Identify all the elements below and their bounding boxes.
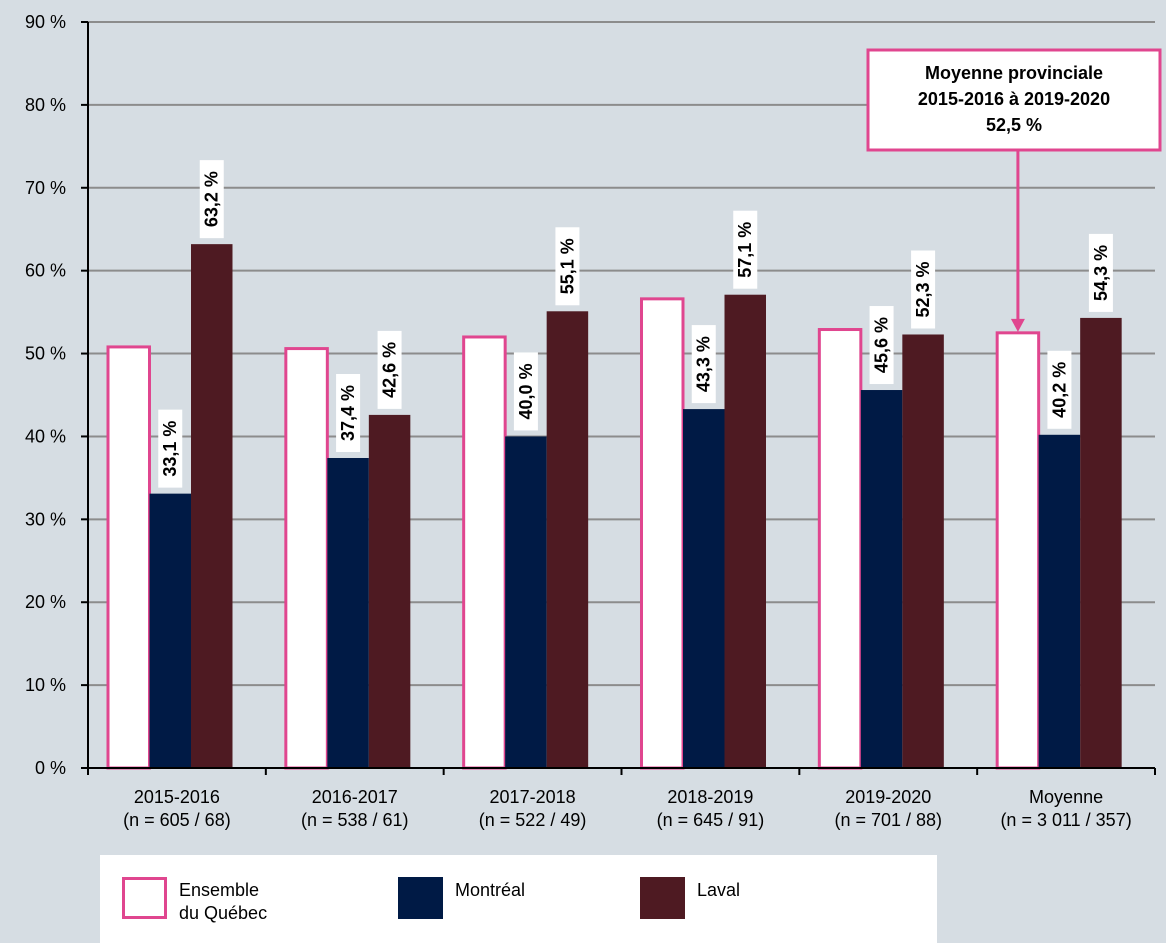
data-label: 33,1 % [160,421,180,477]
data-label-box [733,210,758,289]
axes: 0 % 10 % 20 % 30 % 40 % 50 % 60 % 70 % 80 % 90 % 2… [25,12,1156,830]
x-category-label: (n = 522 / 49) [479,810,587,830]
legend-swatch [398,877,443,919]
bar-ensemble-du-qu-bec [640,297,685,770]
bar-montr-al [327,457,369,768]
data-label-box [1088,233,1113,312]
data-label: 55,1 % [557,238,577,294]
y-tick-label: 80 % [25,95,66,115]
x-category-label: (n = 645 / 91) [657,810,765,830]
callout-text: 2015-2016 à 2019-2020 [918,89,1110,109]
data-label-box [336,373,361,452]
y-tick-label: 90 % [25,12,66,32]
data-labels: 33,1 % 37,4 % 40,0 % 43,3 % 45,6 % 40,2 % 63,2… [158,160,1113,488]
data-label: 63,2 % [202,171,222,227]
data-label: 37,4 % [338,385,358,441]
legend-label: Ensemble [179,880,259,900]
data-label-box [869,306,894,385]
bar-montr-al [860,390,903,768]
callout-text: 52,5 % [986,115,1042,135]
legend-swatch [640,877,685,919]
x-category-label: (n = 3 011 / 357) [1000,810,1131,830]
data-label-box [911,250,936,329]
bar-montr-al [505,436,547,768]
x-category-label: (n = 605 / 68) [123,810,231,830]
data-label-box [513,352,538,431]
y-tick-label: 60 % [25,261,66,281]
data-label: 40,2 % [1049,362,1069,418]
x-category-label: (n = 701 / 88) [834,810,942,830]
bar-laval [368,414,411,768]
x-category-label: 2015-2016 [134,787,220,807]
annotation-callout: Moyenne provinciale 2015-2016 à 2019-2020… [866,48,1162,332]
bar-montr-al [683,409,725,768]
data-label: 42,6 % [380,342,400,398]
bar-montr-al [149,493,191,768]
y-tick-label: 10 % [25,675,66,695]
x-category-label: 2017-2018 [490,787,576,807]
legend-label: Montréal [455,880,525,900]
y-tick-label: 0 % [35,758,66,778]
legend-swatch [122,877,167,919]
x-category-label: 2019-2020 [845,787,931,807]
data-label-box [1047,350,1072,429]
bars [106,244,1122,770]
y-tick-label: 30 % [25,509,66,529]
data-label: 57,1 % [735,222,755,278]
y-tick-label: 70 % [25,178,66,198]
y-tick-label: 20 % [25,592,66,612]
x-category-label: (n = 538 / 61) [301,810,409,830]
x-category-label: 2016-2017 [312,787,398,807]
data-label-box [555,227,580,306]
bar-ensemble-du-qu-bec [995,331,1041,770]
legend-label: du Québec [179,903,267,923]
callout-arrow-head [1010,318,1025,332]
data-label: 52,3 % [913,261,933,317]
bar-ensemble-du-qu-bec [817,328,863,770]
bar-ensemble-du-qu-bec [106,345,151,770]
callout-text: Moyenne provinciale [925,63,1103,83]
bar-montr-al [1038,434,1081,768]
grid-lines [88,21,1155,687]
legend-label: Laval [697,880,740,900]
data-label: 54,3 % [1091,245,1111,301]
data-label: 45,6 % [872,317,892,373]
bar-laval [1080,317,1122,768]
data-label-box [158,409,183,488]
bar-laval [191,244,233,769]
y-tick-label: 40 % [25,426,66,446]
bar-laval [724,294,766,768]
data-label-box [377,330,402,409]
data-label: 40,0 % [516,363,536,419]
bar-ensemble-du-qu-bec [462,335,507,770]
legend: Ensemble du Québec Montréal Laval [100,855,937,943]
data-label-box [691,325,716,404]
x-category-label: Moyenne [1029,787,1103,807]
bar-ensemble-du-qu-bec [284,347,329,770]
y-tick-label: 50 % [25,344,66,364]
legend-box [100,855,937,943]
data-label: 43,3 % [694,336,714,392]
callout-box [866,48,1162,152]
data-label-box [199,160,224,239]
bar-laval [546,311,589,768]
x-category-label: 2018-2019 [667,787,753,807]
bar-laval [902,334,944,768]
